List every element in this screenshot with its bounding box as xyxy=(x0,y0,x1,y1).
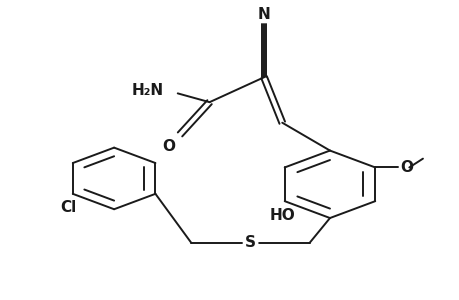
Text: S: S xyxy=(245,236,255,250)
Text: N: N xyxy=(257,7,270,22)
Text: O: O xyxy=(399,160,412,175)
Text: H₂N: H₂N xyxy=(132,83,164,98)
Text: HO: HO xyxy=(269,208,295,224)
Text: Cl: Cl xyxy=(60,200,76,215)
Text: O: O xyxy=(162,139,175,154)
